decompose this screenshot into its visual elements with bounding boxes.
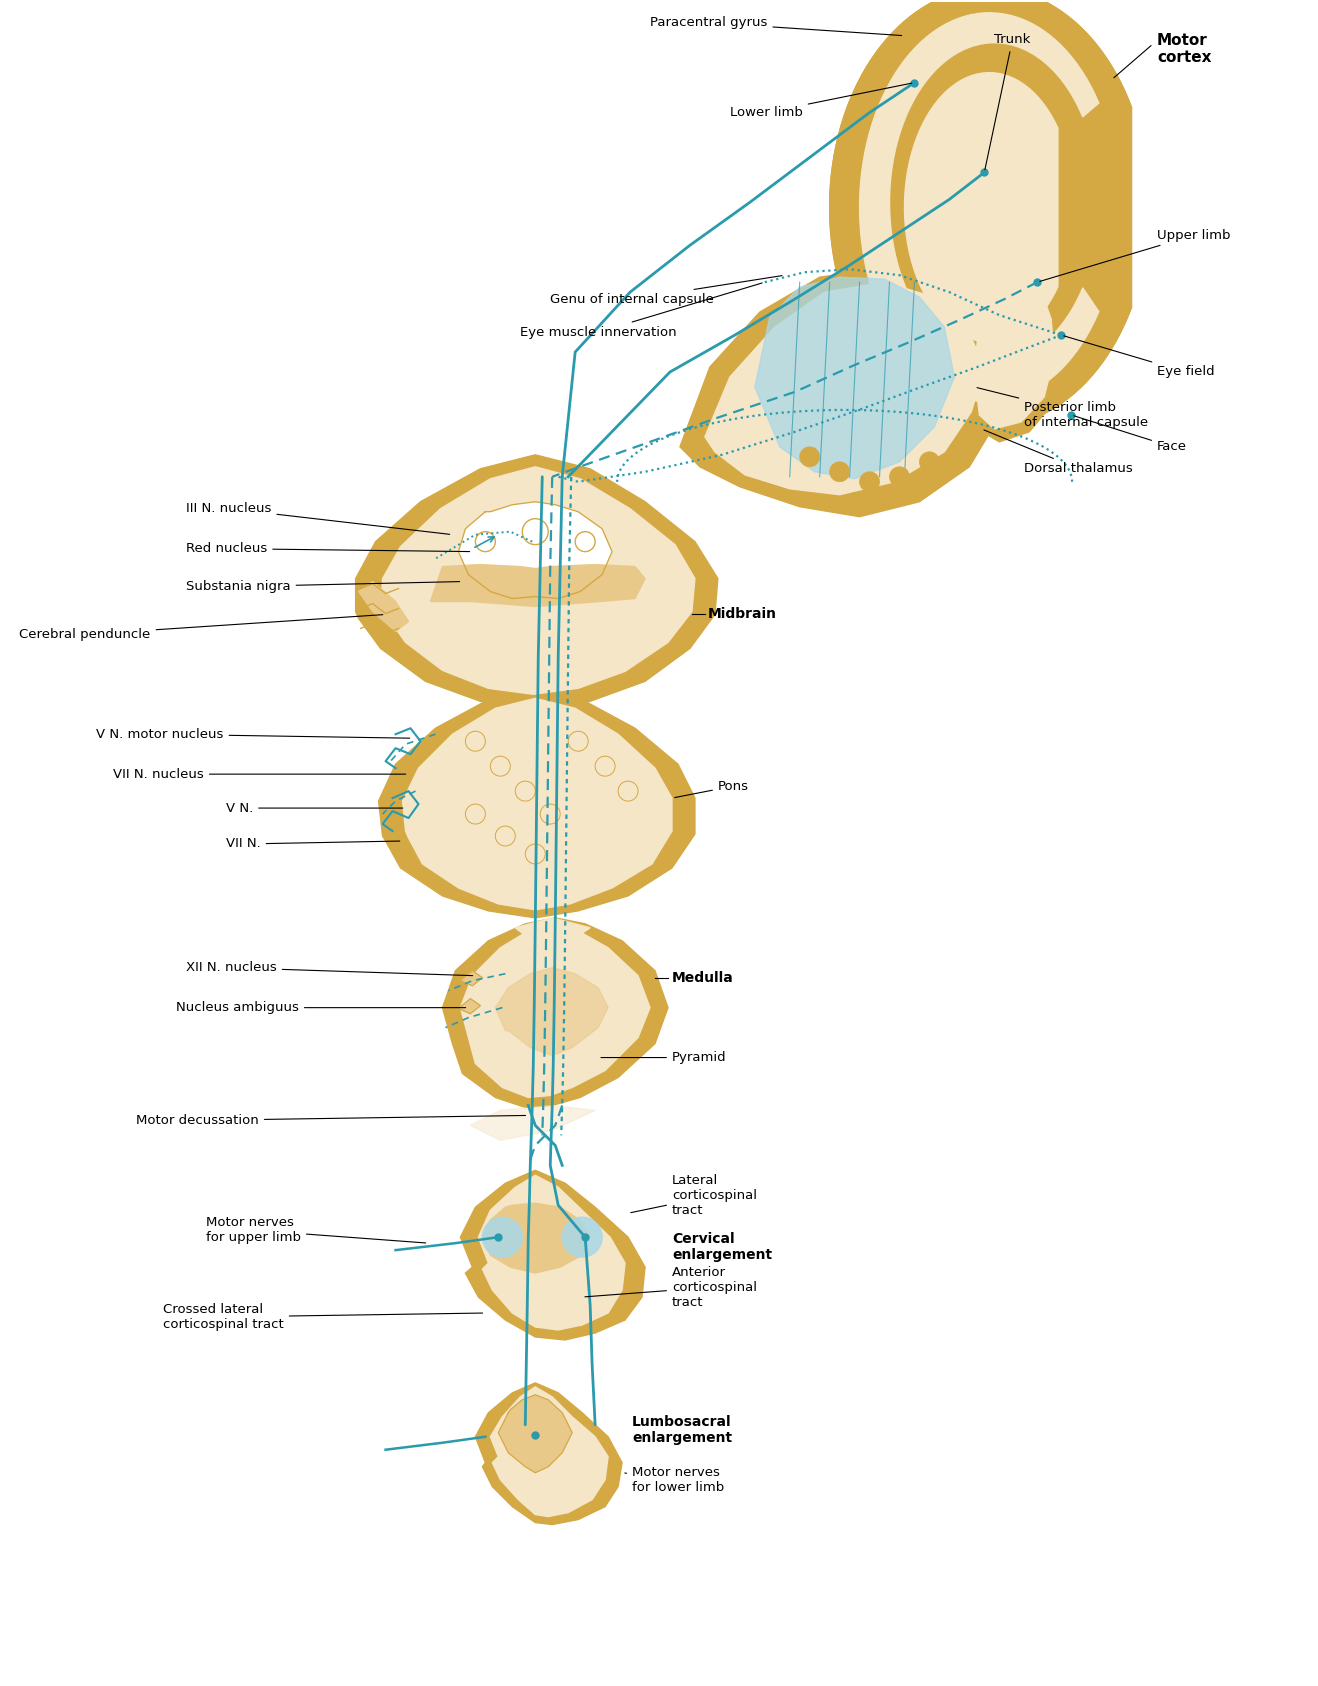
Circle shape	[859, 472, 879, 492]
Polygon shape	[829, 0, 1132, 427]
Text: Lumbosacral
enlargement: Lumbosacral enlargement	[633, 1415, 733, 1445]
Polygon shape	[498, 1394, 572, 1472]
Text: Lower limb: Lower limb	[730, 83, 912, 120]
Text: Motor
cortex: Motor cortex	[1157, 32, 1211, 66]
Polygon shape	[431, 565, 645, 607]
Polygon shape	[496, 968, 608, 1055]
Polygon shape	[459, 998, 480, 1013]
Text: XII N. nucleus: XII N. nucleus	[186, 961, 473, 976]
Text: V N. motor nucleus: V N. motor nucleus	[96, 728, 410, 740]
Text: Cerebral penduncle: Cerebral penduncle	[20, 615, 382, 641]
Circle shape	[800, 447, 820, 467]
Circle shape	[563, 1217, 602, 1258]
Text: Medulla: Medulla	[672, 971, 734, 985]
Text: Crossed lateral
corticospinal tract: Crossed lateral corticospinal tract	[163, 1303, 482, 1330]
Text: Pyramid: Pyramid	[601, 1050, 726, 1064]
Polygon shape	[460, 971, 482, 986]
Text: Trunk: Trunk	[985, 34, 1031, 170]
Polygon shape	[904, 72, 1058, 342]
Polygon shape	[402, 698, 672, 910]
Text: Red nucleus: Red nucleus	[186, 543, 469, 555]
Text: Eye field: Eye field	[1064, 336, 1215, 378]
Text: Pons: Pons	[675, 779, 749, 797]
Text: Nucleus ambiguus: Nucleus ambiguus	[177, 1001, 465, 1015]
Text: III N. nucleus: III N. nucleus	[186, 502, 449, 534]
Polygon shape	[356, 455, 718, 708]
Text: Substania nigra: Substania nigra	[186, 580, 460, 593]
Text: Motor nerves
for lower limb: Motor nerves for lower limb	[625, 1465, 725, 1494]
Text: VII N. nucleus: VII N. nucleus	[113, 767, 406, 781]
Polygon shape	[476, 1383, 622, 1524]
Text: Lateral
corticospinal
tract: Lateral corticospinal tract	[631, 1173, 757, 1217]
Polygon shape	[482, 1204, 590, 1273]
Text: Cervical
enlargement: Cervical enlargement	[672, 1232, 772, 1263]
Text: Motor decussation: Motor decussation	[136, 1114, 526, 1126]
Polygon shape	[680, 266, 1015, 516]
Text: V N.: V N.	[225, 801, 403, 814]
Polygon shape	[755, 277, 954, 479]
Polygon shape	[358, 582, 409, 632]
Circle shape	[920, 452, 940, 472]
Circle shape	[829, 462, 850, 482]
Polygon shape	[859, 13, 1099, 401]
Polygon shape	[460, 1170, 645, 1340]
Text: Eye muscle innervation: Eye muscle innervation	[521, 283, 762, 339]
Text: Posterior limb
of internal capsule: Posterior limb of internal capsule	[977, 388, 1148, 428]
Polygon shape	[381, 467, 695, 695]
Polygon shape	[478, 1175, 625, 1330]
Text: Dorsal thalamus: Dorsal thalamus	[983, 430, 1133, 475]
Polygon shape	[459, 502, 612, 599]
Polygon shape	[705, 282, 985, 494]
Text: Paracentral gyrus: Paracentral gyrus	[650, 17, 902, 35]
Text: Genu of internal capsule: Genu of internal capsule	[550, 275, 782, 305]
Polygon shape	[460, 926, 650, 1098]
Polygon shape	[974, 277, 1054, 428]
Polygon shape	[471, 1106, 596, 1140]
Polygon shape	[490, 1388, 608, 1517]
Polygon shape	[829, 0, 1132, 427]
Text: Motor nerves
for upper limb: Motor nerves for upper limb	[206, 1216, 426, 1244]
Polygon shape	[961, 271, 1064, 442]
Text: Midbrain: Midbrain	[708, 607, 776, 622]
Circle shape	[482, 1217, 522, 1258]
Polygon shape	[515, 917, 590, 937]
Text: Upper limb: Upper limb	[1040, 229, 1231, 282]
Text: Anterior
corticospinal
tract: Anterior corticospinal tract	[585, 1266, 757, 1308]
Polygon shape	[443, 917, 668, 1108]
Polygon shape	[378, 691, 695, 917]
Text: Face: Face	[1074, 416, 1188, 454]
Text: VII N.: VII N.	[225, 838, 399, 850]
Circle shape	[890, 467, 909, 487]
